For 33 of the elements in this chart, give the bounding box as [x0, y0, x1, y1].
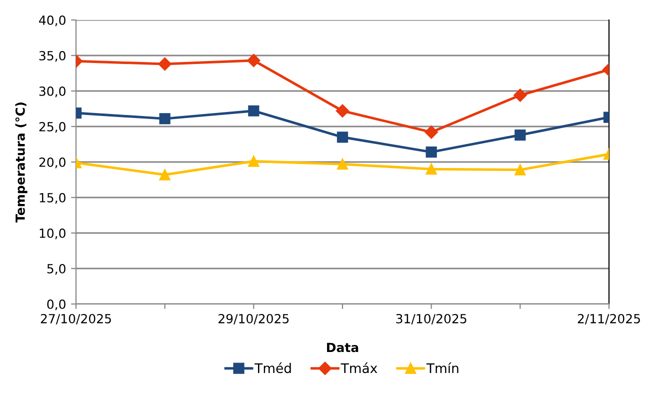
- point: [158, 57, 172, 71]
- y-axis-title: Temperatura (°C): [15, 102, 28, 222]
- x-tick-label: 2/11/2025: [578, 314, 640, 324]
- x-axis-title: Data: [327, 342, 358, 352]
- point: [336, 158, 348, 170]
- point: [514, 164, 526, 176]
- point: [514, 129, 526, 141]
- legend-label: Tméd: [254, 362, 291, 374]
- point: [248, 105, 260, 116]
- y-tick-label: 20,0: [39, 157, 66, 168]
- legend-label: Tmáx: [340, 362, 378, 374]
- point: [514, 88, 527, 102]
- point: [159, 113, 170, 124]
- y-tick-label: 10,0: [40, 228, 66, 240]
- x-tick-label: 29/10/2025: [218, 314, 289, 324]
- y-tick-label: 0,0: [47, 299, 66, 310]
- x-tick-label: 27/10/2025: [40, 314, 111, 324]
- y-tick-label: 35,0: [39, 50, 66, 62]
- x-tick-label: 31/10/2025: [396, 314, 466, 324]
- point: [424, 126, 438, 139]
- point: [248, 156, 260, 167]
- point: [426, 164, 437, 175]
- point: [336, 132, 348, 143]
- y-tick-label: 15,0: [40, 192, 66, 204]
- point: [247, 54, 260, 68]
- legend-label: Tmín: [426, 362, 458, 373]
- point: [426, 146, 437, 158]
- y-tick-label: 40,0: [39, 15, 66, 26]
- point: [336, 104, 350, 118]
- y-tick-label: 5,0: [47, 264, 66, 275]
- point: [159, 169, 170, 180]
- y-tick-label: 30,0: [39, 86, 66, 98]
- y-tick-label: 25,0: [39, 122, 66, 133]
